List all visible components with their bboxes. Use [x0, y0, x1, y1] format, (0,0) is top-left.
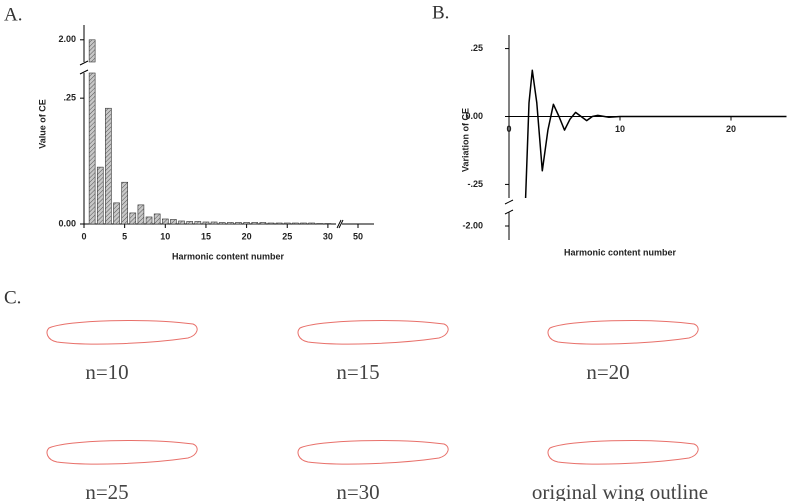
panel-label: B. — [432, 2, 449, 23]
axis-break — [79, 69, 89, 75]
bar — [121, 181, 128, 225]
bar — [145, 216, 153, 225]
outline-label: n=15 — [336, 360, 379, 384]
x-tick-label: 5 — [122, 231, 127, 241]
outline-label: n=20 — [586, 360, 629, 384]
outline-label: original wing outline — [532, 480, 708, 501]
bar — [251, 222, 259, 225]
bar — [267, 222, 275, 225]
outline-label: n=25 — [85, 480, 128, 501]
bar — [129, 212, 137, 225]
bar — [88, 72, 96, 225]
bar — [96, 166, 104, 225]
y-tick-label: .25 — [63, 93, 76, 103]
y-tick-label: 0.00 — [465, 111, 483, 121]
wing-outline — [46, 440, 198, 465]
bar — [202, 221, 210, 225]
y-tick-label: 2.00 — [58, 34, 76, 44]
panel-label: C. — [4, 287, 21, 308]
x-tick-label: 50 — [353, 231, 363, 241]
wing-outline — [547, 320, 699, 345]
axis-break — [79, 60, 89, 66]
bar — [186, 221, 193, 225]
y-axis-label: Value of CE — [37, 99, 47, 149]
bar — [259, 222, 267, 225]
bar — [283, 222, 291, 225]
panel-label: A. — [4, 4, 22, 25]
bar — [178, 220, 185, 225]
wing-outline — [297, 440, 449, 465]
x-tick-label: 15 — [201, 231, 211, 241]
bar — [227, 222, 234, 225]
bar — [316, 223, 324, 225]
bar — [292, 222, 299, 225]
bar — [300, 222, 307, 225]
y-axis-label: Variation of CE — [460, 108, 470, 172]
bar — [162, 218, 169, 225]
bar — [235, 222, 242, 225]
y-tick-label: 0.00 — [58, 218, 76, 228]
axis-break — [338, 219, 344, 229]
axis-break — [336, 219, 342, 229]
bar-upper-part — [88, 39, 96, 63]
bar — [275, 222, 283, 225]
bar — [243, 222, 250, 225]
bar — [210, 221, 218, 225]
line — [524, 69, 787, 199]
bar — [137, 204, 145, 225]
y-tick-label: -.25 — [467, 179, 483, 189]
x-tick-label: 20 — [242, 231, 252, 241]
bar — [170, 219, 177, 225]
x-tick-label: 25 — [282, 231, 292, 241]
axis-break — [504, 209, 514, 215]
x-tick-label: 20 — [726, 124, 736, 134]
x-axis-label: Harmonic content number — [564, 247, 677, 257]
x-tick-label: 30 — [323, 231, 333, 241]
wing-outline — [547, 440, 699, 465]
bar — [218, 222, 226, 225]
wing-outline — [46, 320, 198, 345]
axis-break — [504, 199, 514, 205]
bar — [105, 107, 112, 225]
x-tick-label: 0 — [506, 124, 511, 134]
bar — [308, 222, 315, 225]
x-tick-label: 0 — [81, 231, 86, 241]
x-tick-label: 10 — [160, 231, 170, 241]
bar — [113, 202, 120, 225]
x-tick-label: 10 — [615, 124, 625, 134]
bar — [324, 223, 332, 225]
x-axis-label: Harmonic content number — [172, 251, 285, 261]
bar — [153, 213, 161, 225]
outline-label: n=10 — [85, 360, 128, 384]
wing-outline — [297, 320, 449, 345]
outline-label: n=30 — [336, 480, 379, 501]
y-tick-label: .25 — [470, 43, 483, 53]
y-tick-label: -2.00 — [462, 220, 483, 230]
bar — [194, 221, 202, 225]
